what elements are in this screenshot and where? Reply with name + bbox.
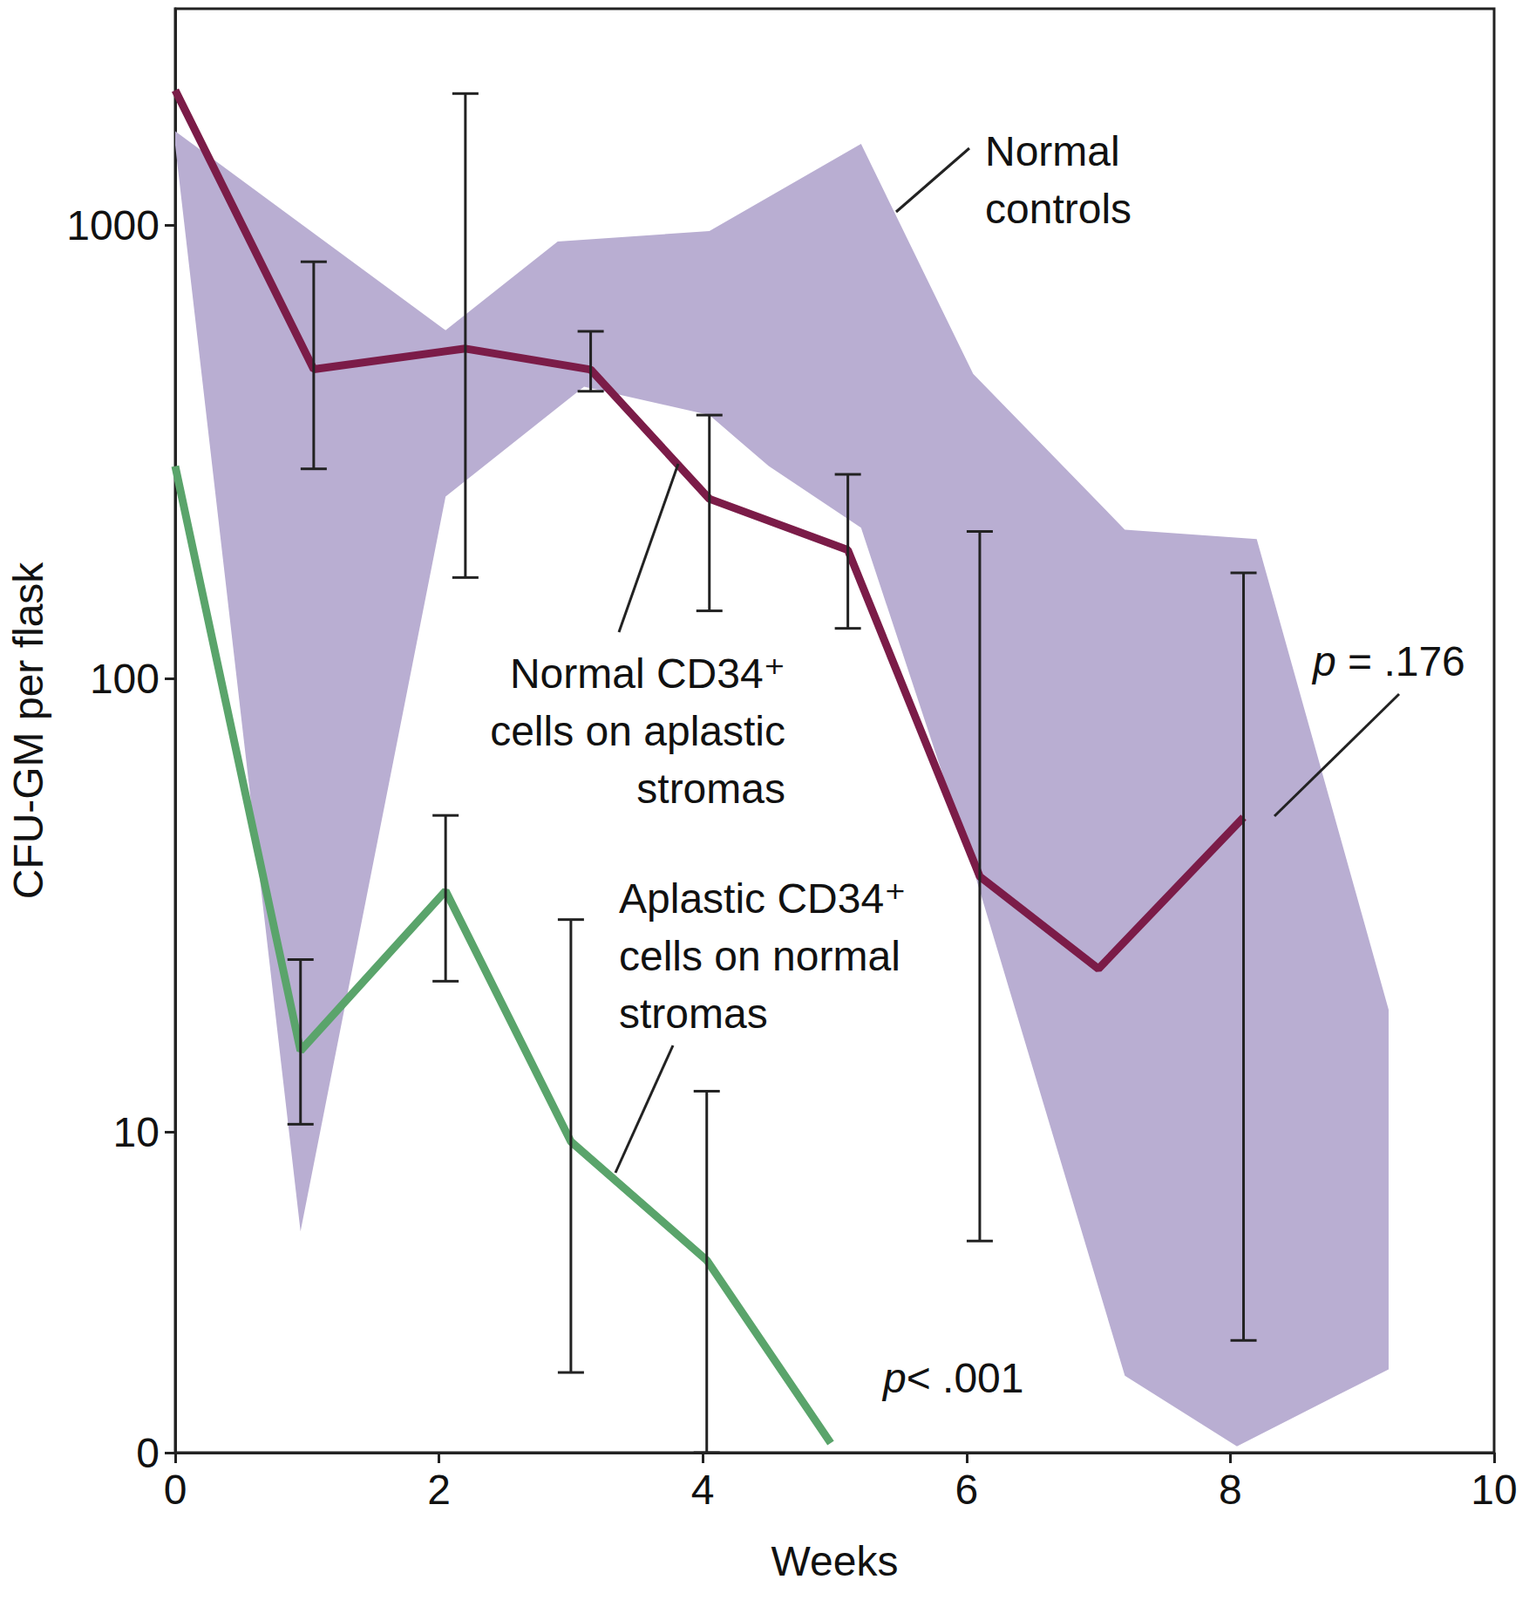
svg-text:10: 10 bbox=[113, 1108, 160, 1156]
svg-text:8: 8 bbox=[1218, 1466, 1243, 1513]
svg-text:< .001: < .001 bbox=[906, 1354, 1025, 1401]
svg-text:stromas: stromas bbox=[636, 765, 786, 812]
svg-text:4: 4 bbox=[691, 1466, 715, 1513]
svg-text:6: 6 bbox=[954, 1466, 979, 1513]
svg-text:10: 10 bbox=[1470, 1466, 1517, 1513]
svg-text:0: 0 bbox=[135, 1429, 160, 1476]
svg-text:1000: 1000 bbox=[66, 202, 160, 249]
svg-text:Weeks: Weeks bbox=[771, 1537, 899, 1584]
svg-text:CFU-GM per flask: CFU-GM per flask bbox=[5, 561, 52, 900]
svg-text:p: p bbox=[1311, 638, 1337, 685]
svg-text:2: 2 bbox=[427, 1466, 451, 1513]
svg-text:cells on normal: cells on normal bbox=[618, 932, 901, 979]
svg-text:stromas: stromas bbox=[618, 990, 768, 1037]
svg-text:0: 0 bbox=[163, 1466, 188, 1513]
svg-text:Normal: Normal bbox=[985, 128, 1121, 175]
svg-text:Normal CD34⁺: Normal CD34⁺ bbox=[509, 650, 786, 697]
svg-text:controls: controls bbox=[985, 185, 1132, 232]
svg-text:Aplastic CD34⁺: Aplastic CD34⁺ bbox=[618, 875, 906, 922]
svg-text:100: 100 bbox=[89, 655, 160, 702]
svg-text:= .176: = .176 bbox=[1336, 638, 1466, 685]
svg-text:p: p bbox=[881, 1354, 907, 1401]
svg-text:cells on aplastic: cells on aplastic bbox=[489, 707, 786, 755]
